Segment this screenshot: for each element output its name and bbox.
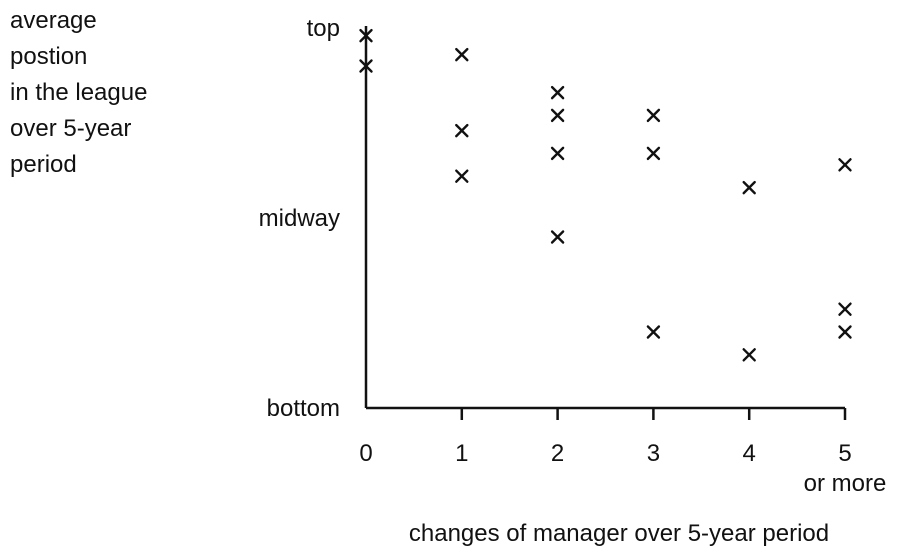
x-tick-label: 1 [455, 440, 468, 467]
y-axis-title-line: period [10, 151, 77, 178]
x-tick-label: 0 [359, 440, 372, 467]
axes [364, 26, 845, 410]
y-tick-labels: bottom midway top [259, 15, 340, 422]
data-point [838, 302, 852, 316]
data-point [550, 230, 565, 244]
x-axis-title: changes of manager over 5-year period [409, 520, 829, 547]
x-tick-labels: 0 1 2 3 4 5 or more [359, 408, 886, 497]
x-tick-label: 3 [647, 440, 660, 467]
x-tick-label: 4 [743, 440, 756, 467]
x-tick-label: 5 [838, 440, 851, 467]
y-axis-title-line: postion [10, 43, 87, 70]
x-tick-sublabel: or more [804, 470, 887, 497]
data-point [455, 169, 469, 183]
y-axis-title-line: in the league [10, 79, 147, 106]
data-point [742, 180, 756, 195]
data-point [838, 325, 852, 339]
data-point [550, 146, 565, 161]
y-tick-label: midway [259, 205, 340, 232]
data-point [359, 59, 373, 73]
y-tick-label: top [307, 15, 340, 42]
data-point [550, 85, 565, 100]
data-point [455, 123, 469, 138]
data-point [742, 348, 756, 362]
data-point [359, 28, 373, 43]
y-axis-title: average postion in the league over 5-year pe… [10, 7, 147, 178]
data-point [646, 146, 661, 161]
data-point [646, 108, 661, 123]
data-point [455, 47, 469, 62]
data-points [359, 28, 852, 362]
y-tick-label: bottom [267, 395, 340, 422]
data-point [838, 158, 852, 172]
data-point [646, 325, 661, 339]
data-point [550, 108, 565, 123]
y-axis-title-line: over 5-year [10, 115, 131, 142]
x-tick-label: 2 [551, 440, 564, 467]
y-axis-title-line: average [10, 7, 97, 34]
